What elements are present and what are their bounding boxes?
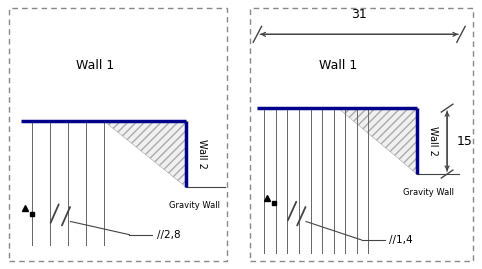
Text: Gravity Wall: Gravity Wall bbox=[169, 201, 220, 210]
Text: Gravity Wall: Gravity Wall bbox=[403, 188, 454, 197]
Text: Wall 2: Wall 2 bbox=[197, 139, 207, 169]
Text: 31: 31 bbox=[351, 8, 367, 21]
Text: 15: 15 bbox=[456, 134, 472, 148]
Polygon shape bbox=[105, 121, 186, 187]
Polygon shape bbox=[338, 108, 417, 174]
Text: //2,8: //2,8 bbox=[157, 230, 180, 240]
Text: Wall 2: Wall 2 bbox=[428, 126, 438, 156]
Text: Wall 1: Wall 1 bbox=[76, 59, 115, 72]
Text: //1,4: //1,4 bbox=[389, 235, 413, 245]
Text: Wall 1: Wall 1 bbox=[319, 59, 358, 72]
